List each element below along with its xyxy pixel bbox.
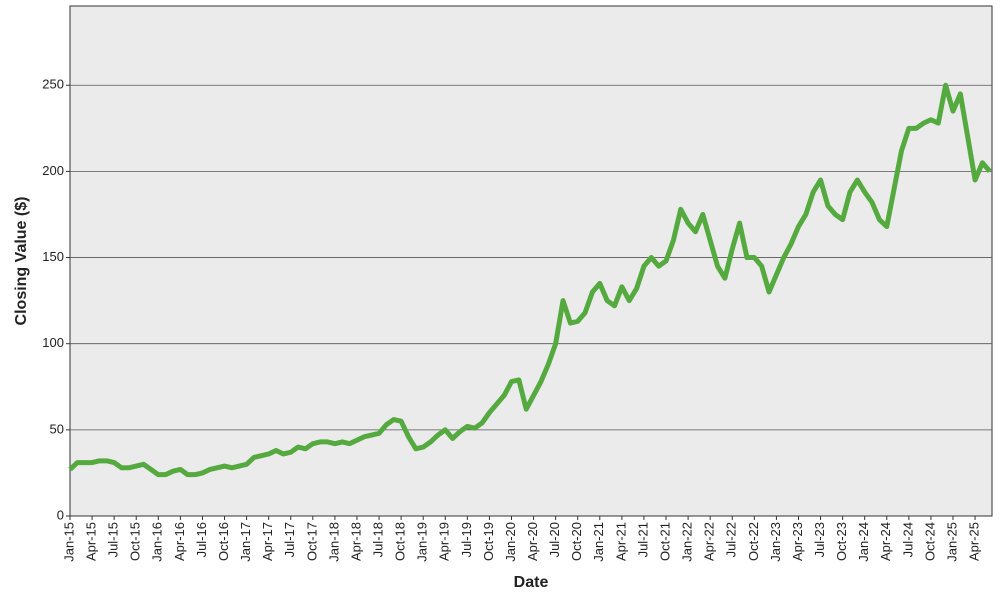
- x-tick-label: Jul-15: [106, 522, 121, 557]
- x-tick-label: Oct-23: [834, 522, 849, 561]
- x-tick-label: Oct-18: [393, 522, 408, 561]
- x-tick-label: Jul-23: [812, 522, 827, 557]
- x-tick-label: Oct-20: [569, 522, 584, 561]
- x-tick-label: Jan-18: [326, 522, 341, 562]
- x-tick-label: Jul-20: [547, 522, 562, 557]
- x-tick-label: Jan-17: [238, 522, 253, 562]
- x-tick-label: Jul-16: [194, 522, 209, 557]
- x-tick-label: Oct-15: [128, 522, 143, 561]
- x-tick-label: Oct-19: [481, 522, 496, 561]
- x-tick-label: Jul-17: [282, 522, 297, 557]
- x-tick-label: Apr-15: [84, 522, 99, 561]
- x-tick-label: Oct-21: [657, 522, 672, 561]
- x-tick-label: Oct-16: [216, 522, 231, 561]
- x-tick-label: Jan-24: [856, 522, 871, 562]
- x-tick-label: Apr-16: [172, 522, 187, 561]
- line-series: [68, 82, 992, 478]
- x-tick-label: Jul-24: [900, 522, 915, 557]
- plot-area: [69, 5, 993, 517]
- y-axis-label: Closing Value ($): [13, 197, 30, 326]
- x-tick-label: Apr-20: [525, 522, 540, 561]
- x-tick-label: Apr-25: [967, 522, 982, 561]
- y-tick-label: 100: [42, 335, 64, 350]
- x-tick-label: Apr-24: [878, 522, 893, 561]
- x-tick-label: Oct-22: [746, 522, 761, 561]
- x-tick-label: Apr-19: [437, 522, 452, 561]
- x-tick-label: Jul-22: [724, 522, 739, 557]
- y-tick-label: 200: [42, 163, 64, 178]
- x-tick-label: Apr-23: [790, 522, 805, 561]
- x-tick-label: Apr-18: [348, 522, 363, 561]
- y-tick-label: 0: [57, 507, 64, 522]
- x-tick-label: Jul-21: [635, 522, 650, 557]
- x-tick-label: Oct-17: [304, 522, 319, 561]
- x-tick-label: Apr-21: [613, 522, 628, 561]
- x-tick-label: Jan-20: [503, 522, 518, 562]
- y-tick-label: 250: [42, 77, 64, 92]
- x-tick-label: Apr-17: [260, 522, 275, 561]
- x-tick-label: Jan-22: [680, 522, 695, 562]
- x-tick-label: Jan-16: [150, 522, 165, 562]
- x-tick-label: Jan-25: [944, 522, 959, 562]
- x-tick-label: Jan-15: [61, 522, 76, 562]
- y-tick-label: 50: [50, 421, 64, 436]
- x-tick-label: Jul-19: [459, 522, 474, 557]
- x-axis-label: Date: [514, 574, 549, 591]
- x-tick-label: Jul-18: [370, 522, 385, 557]
- y-tick-label: 150: [42, 249, 64, 264]
- x-tick-label: Oct-24: [922, 522, 937, 561]
- x-tick-label: Jan-19: [415, 522, 430, 562]
- x-tick-label: Jan-23: [768, 522, 783, 562]
- x-tick-label: Jan-21: [591, 522, 606, 562]
- x-tick-label: Apr-22: [702, 522, 717, 561]
